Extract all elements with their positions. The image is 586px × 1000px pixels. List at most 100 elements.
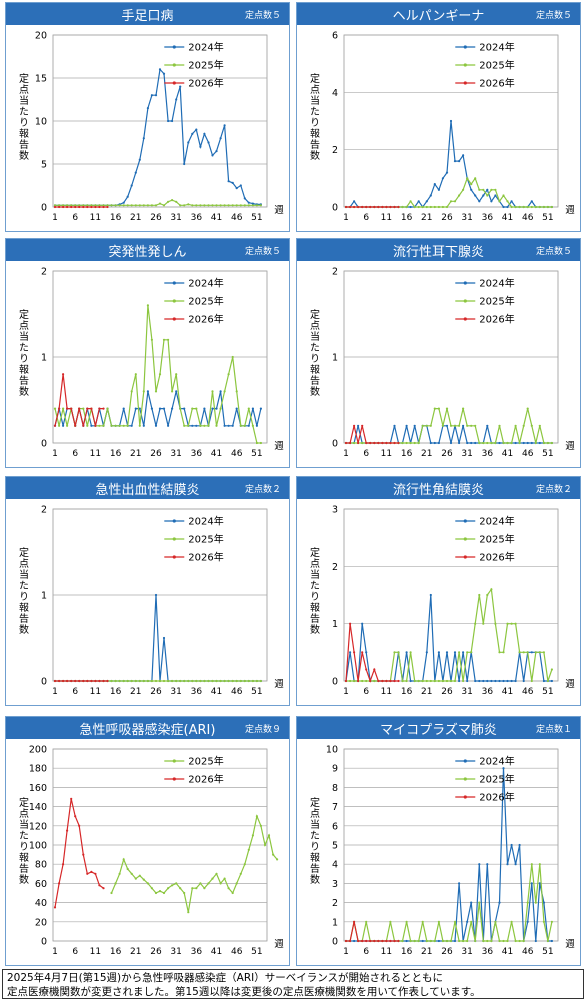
- data-point: [550, 668, 553, 671]
- x-tick-label: 26: [150, 449, 162, 459]
- data-point: [542, 441, 545, 445]
- data-point: [421, 679, 424, 683]
- data-point: [510, 205, 513, 209]
- data-point: [203, 887, 206, 890]
- x-tick-label: 11: [381, 947, 392, 957]
- data-point: [118, 872, 121, 875]
- x-tick-label: 21: [421, 687, 432, 697]
- data-point: [122, 424, 125, 427]
- data-point: [486, 424, 489, 427]
- data-point: [53, 205, 57, 209]
- data-point: [259, 824, 262, 827]
- data-point: [138, 204, 141, 207]
- legend-entry: 2026年: [455, 313, 515, 326]
- data-point: [429, 424, 432, 427]
- data-point: [534, 441, 537, 445]
- data-point: [462, 939, 465, 943]
- y-tick-label: 1: [332, 353, 338, 364]
- legend-entry: 2026年: [164, 773, 224, 786]
- data-point: [478, 200, 481, 203]
- data-point: [142, 204, 145, 207]
- data-point: [215, 679, 218, 683]
- data-point: [510, 843, 513, 847]
- data-point: [102, 204, 105, 207]
- data-point: [425, 200, 428, 203]
- data-point: [425, 205, 428, 209]
- data-point: [466, 177, 469, 180]
- data-point: [162, 891, 166, 895]
- data-point: [146, 390, 149, 393]
- x-tick-label: 51: [542, 947, 553, 957]
- x-tick-label: 21: [421, 947, 432, 957]
- data-point: [365, 920, 368, 923]
- data-point: [449, 939, 453, 943]
- data-point: [373, 668, 376, 671]
- y-tick-label: 100: [29, 841, 47, 852]
- data-point: [158, 68, 162, 71]
- data-point: [223, 204, 226, 207]
- data-point: [486, 194, 489, 197]
- y-tick-label: 7: [332, 802, 338, 813]
- legend-label: 2026年: [188, 551, 223, 564]
- data-point: [207, 882, 210, 885]
- data-point: [126, 679, 129, 683]
- data-point: [357, 205, 360, 209]
- data-point: [437, 651, 440, 654]
- data-point: [203, 407, 206, 410]
- data-point: [154, 891, 158, 895]
- data-point: [466, 920, 469, 923]
- data-point: [134, 171, 137, 174]
- data-point: [219, 882, 222, 885]
- legend-marker: [172, 777, 176, 781]
- legend-marker: [463, 81, 467, 85]
- data-point: [146, 204, 149, 207]
- data-point: [405, 939, 408, 943]
- data-point: [207, 204, 210, 207]
- y-tick-label: 2: [332, 267, 338, 278]
- data-point: [369, 939, 372, 943]
- legend-label: 2025年: [479, 533, 514, 546]
- data-point: [429, 205, 432, 209]
- data-point: [126, 424, 129, 427]
- data-point: [470, 920, 473, 923]
- data-point: [203, 132, 206, 135]
- data-point: [53, 424, 57, 427]
- legend-label: 2024年: [188, 41, 223, 54]
- chart-header: 流行性角結膜炎 定点数２: [297, 477, 580, 499]
- data-point: [243, 204, 246, 207]
- data-point: [518, 651, 521, 654]
- data-point: [58, 424, 61, 427]
- data-point: [90, 424, 93, 427]
- x-axis-label: 週: [565, 204, 575, 216]
- data-point: [138, 158, 141, 161]
- data-point: [534, 205, 537, 209]
- data-point: [167, 119, 170, 123]
- data-point: [429, 194, 432, 197]
- data-point: [534, 901, 537, 904]
- data-point: [58, 205, 61, 209]
- legend-label: 2026年: [188, 773, 223, 786]
- data-point: [486, 441, 489, 445]
- data-point: [138, 874, 141, 877]
- data-point: [167, 338, 170, 341]
- x-tick-label: 51: [251, 449, 262, 459]
- chart-title: 突発性発しん: [108, 245, 187, 260]
- x-tick-label: 31: [170, 449, 181, 459]
- data-point: [478, 441, 481, 445]
- legend-entry: 2025年: [455, 59, 515, 72]
- data-point: [377, 939, 380, 943]
- data-point: [522, 424, 525, 427]
- data-point: [353, 200, 356, 203]
- chart-header: 急性出血性結膜炎 定点数２: [6, 477, 289, 499]
- data-point: [219, 137, 222, 140]
- data-point: [90, 205, 93, 209]
- data-point: [78, 205, 81, 209]
- data-point: [498, 939, 501, 943]
- data-point: [498, 441, 501, 445]
- data-point: [433, 441, 436, 445]
- chart-title: 急性出血性結膜炎: [95, 483, 200, 498]
- data-point: [102, 887, 105, 890]
- data-point: [530, 200, 533, 203]
- x-tick-label: 51: [542, 449, 553, 459]
